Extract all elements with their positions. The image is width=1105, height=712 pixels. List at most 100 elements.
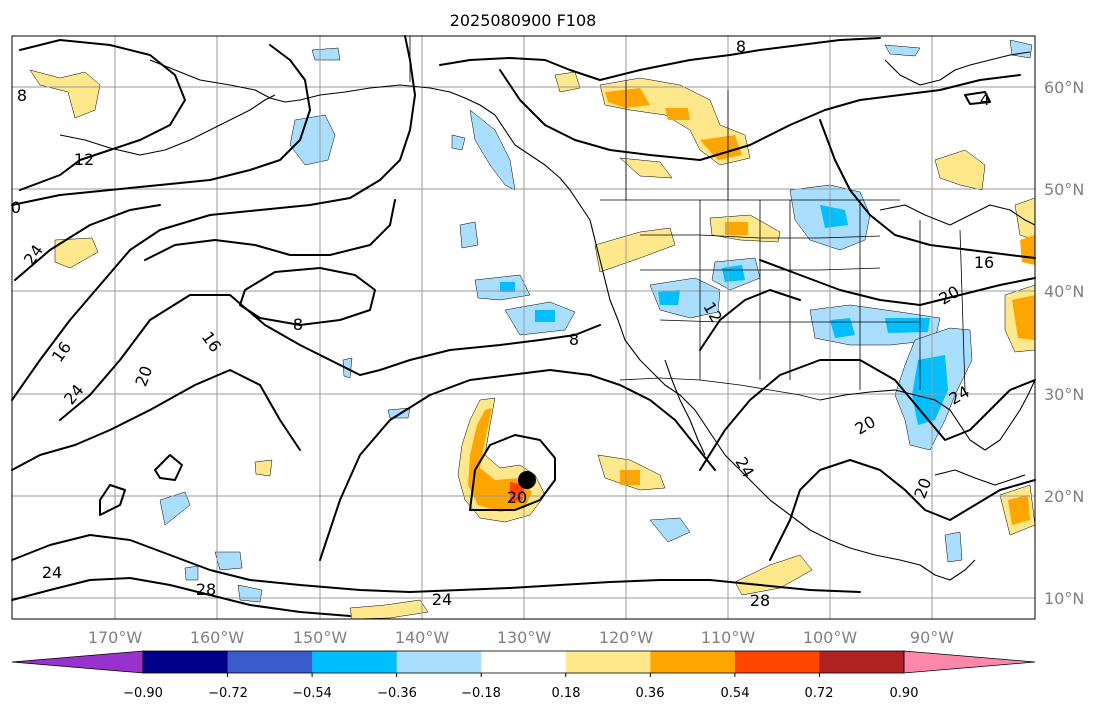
colorbar-extend-min: [11, 650, 144, 674]
colorbar-tick-label: 0.72: [805, 686, 834, 701]
lon-label: 150°W: [293, 628, 348, 647]
shade-cyan-pac2: [535, 310, 555, 322]
colorbar-tick-label: −0.54: [292, 686, 332, 701]
contours: [11, 35, 1036, 617]
shade-blue-cam: [944, 531, 963, 563]
contour-label: 8: [569, 330, 579, 349]
shade-yellow-ne: [934, 149, 986, 191]
shade-orange-east2: [1020, 235, 1035, 265]
colorbar-tick-label: 0.90: [890, 686, 919, 701]
contour-8-north: [439, 37, 881, 81]
lat-label: 40°N: [1044, 282, 1084, 301]
coast-alaska-peninsula: [59, 94, 276, 156]
contour-label: 20: [507, 488, 527, 507]
shade-blue-goa: [289, 114, 336, 166]
contour-nw: [19, 39, 186, 191]
colorbar-tick-label: 0.18: [552, 686, 581, 701]
shade-cyan-gulf: [912, 355, 948, 425]
colorbar-frame: [142, 650, 905, 674]
shade-blue-pac3: [459, 221, 479, 249]
lat-label: 60°N: [1044, 78, 1084, 97]
lon-label: 140°W: [395, 628, 450, 647]
lon-label: 120°W: [599, 628, 654, 647]
contour-alaska: [11, 44, 311, 206]
colorbar-segment: [481, 651, 567, 673]
contour-label: 28: [196, 580, 216, 599]
colorbar: [11, 650, 1036, 677]
coast-great-lakes: [879, 204, 1036, 226]
contour-label: 28: [750, 591, 770, 610]
map-frame: [11, 35, 1036, 620]
lat-label: 20°N: [1044, 487, 1084, 506]
shade-blue-west: [649, 277, 721, 319]
contour-label: 12: [74, 150, 94, 169]
coast-hudson: [884, 51, 1031, 86]
colorbar-segment: [396, 651, 482, 673]
shade-blue-w2: [214, 551, 243, 571]
coastlines: [59, 51, 1036, 581]
colorbar-extend-max: [903, 650, 1036, 674]
lat-label: 30°N: [1044, 385, 1084, 404]
shade-orange-canada2: [700, 135, 742, 160]
contour-20-w: [11, 369, 301, 471]
shade-yellow-west: [594, 227, 676, 273]
shade-orange-canada1: [605, 88, 650, 108]
contour-8b: [59, 294, 601, 421]
colorbar-tick-label: −0.18: [461, 686, 501, 701]
shade-yellow-w2: [254, 459, 273, 477]
colorbar-tick-label: 0.54: [721, 686, 750, 701]
shade-blue-bc: [469, 109, 516, 191]
shade-cyan-south1: [830, 318, 855, 338]
contour-28-east: [769, 459, 1036, 561]
contour-20-center: [469, 434, 556, 511]
colorbar-tick-label: −0.90: [123, 686, 163, 701]
lon-label: 100°W: [803, 628, 858, 647]
contour-4-loop: [964, 91, 991, 105]
map-title: 2025080900 F108: [450, 11, 597, 30]
contour-16: [11, 35, 416, 401]
colorbar-segment: [227, 651, 313, 673]
contour-label: 8: [293, 315, 303, 334]
shade-orange-canada3: [665, 108, 690, 120]
shade-orange-mex: [620, 470, 640, 485]
contour-24-east: [699, 359, 1036, 471]
contour-label: 4: [980, 90, 990, 109]
coast-gulf: [819, 379, 1036, 451]
colorbar-tick-labels: −0.90 −0.72 −0.54 −0.36 −0.18 0.18 0.36 …: [123, 686, 918, 701]
contour-label: 16: [974, 253, 994, 272]
shade-blue-bc2: [451, 134, 466, 151]
colorbar-segment: [650, 651, 736, 673]
contour-20-storm: [319, 369, 716, 561]
shade-yellow-w: [54, 237, 99, 269]
latitude-labels: 60°N 50°N 40°N 30°N 20°N 10°N: [1044, 78, 1084, 608]
contour-12-west: [699, 289, 801, 351]
shade-cyan-south2: [885, 318, 930, 333]
contour-small-w2: [154, 454, 183, 481]
colorbar-tick-label: −0.72: [208, 686, 248, 701]
coast-baja: [664, 359, 706, 456]
coast-cuba: [934, 469, 1026, 486]
shade-cyan-west2: [722, 265, 745, 282]
shade-blue-hudson: [884, 44, 921, 57]
lon-label: 160°W: [190, 628, 245, 647]
longitude-labels: 170°W 160°W 150°W 140°W 130°W 120°W 110°…: [88, 628, 954, 647]
lon-label: 170°W: [88, 628, 143, 647]
contour-label: 8: [17, 86, 27, 105]
colorbar-segment: [734, 651, 820, 673]
contour-20-east: [759, 259, 1036, 306]
lat-label: 10°N: [1044, 589, 1084, 608]
lat-label: 50°N: [1044, 180, 1084, 199]
colorbar-tick-label: 0.36: [636, 686, 665, 701]
contour-small-w: [99, 484, 126, 516]
contour-24-s: [11, 534, 861, 593]
colorbar-segment: [565, 651, 651, 673]
shade-cyan-plains: [820, 205, 848, 228]
contour-label: 24: [42, 563, 62, 582]
shade-blue-w4: [184, 565, 199, 581]
contour-24-w: [14, 204, 161, 281]
shade-cyan-west: [658, 290, 680, 305]
shade-orange-west2: [725, 222, 748, 235]
colorbar-tick-label: −0.36: [377, 686, 417, 701]
shade-blue-w1: [159, 491, 191, 526]
